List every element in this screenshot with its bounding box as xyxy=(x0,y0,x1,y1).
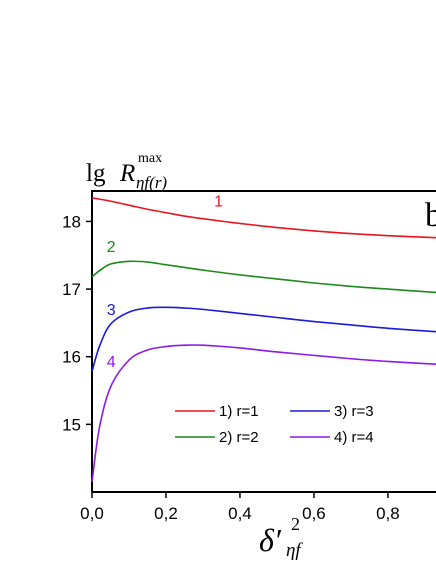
x-axis-title-subscript: ηf xyxy=(286,540,303,561)
x-tick-label: 0,8 xyxy=(376,504,400,523)
y-tick-label: 16 xyxy=(62,348,81,367)
y-tick-label: 15 xyxy=(62,415,81,434)
panel-label: b xyxy=(425,197,436,234)
plot-frame xyxy=(91,190,436,493)
series-line-4 xyxy=(91,344,436,482)
y-tick-label: 17 xyxy=(62,280,81,299)
x-axis-title-symbol: δ′ xyxy=(259,522,282,558)
series-line-2 xyxy=(91,260,436,294)
curve-labels: 1 2 3 4 xyxy=(107,194,223,371)
y-tick-label: 18 xyxy=(62,212,81,231)
y-axis-title-subscript: ηf(r) xyxy=(136,173,167,192)
curve-label-2: 2 xyxy=(107,239,116,256)
x-axis-title: δ′ 2 ηf xyxy=(259,514,303,561)
curve-label-3: 3 xyxy=(107,302,116,319)
legend-label-2: 2) r=2 xyxy=(219,429,259,446)
plot-series xyxy=(91,196,436,482)
curve-label-4: 4 xyxy=(107,354,116,371)
y-axis-title-prefix: lg xyxy=(86,160,106,187)
curve-label-1: 1 xyxy=(214,194,223,211)
legend-label-3: 3) r=3 xyxy=(334,403,374,420)
series-line-1 xyxy=(91,196,436,239)
x-tick-label: 0,2 xyxy=(154,504,178,523)
x-tick-label: 0,0 xyxy=(80,504,104,523)
y-axis-title-symbol: R xyxy=(119,160,135,187)
legend-label-1: 1) r=1 xyxy=(219,403,259,420)
series-line-3 xyxy=(91,306,436,372)
y-axis-title-superscript: max xyxy=(138,151,162,166)
y-axis-title: lg R max ηf(r) xyxy=(86,151,167,192)
legend-label-4: 4) r=4 xyxy=(334,429,374,446)
x-tick-label: 0,6 xyxy=(302,504,326,523)
legend: 1) r=1 2) r=2 3) r=3 4) r=4 xyxy=(175,403,374,446)
axis-ticks: 0,0 0,2 0,4 0,6 0,8 15 16 17 18 xyxy=(62,212,400,523)
x-tick-label: 0,4 xyxy=(228,504,252,523)
x-axis-title-superscript: 2 xyxy=(291,514,300,534)
